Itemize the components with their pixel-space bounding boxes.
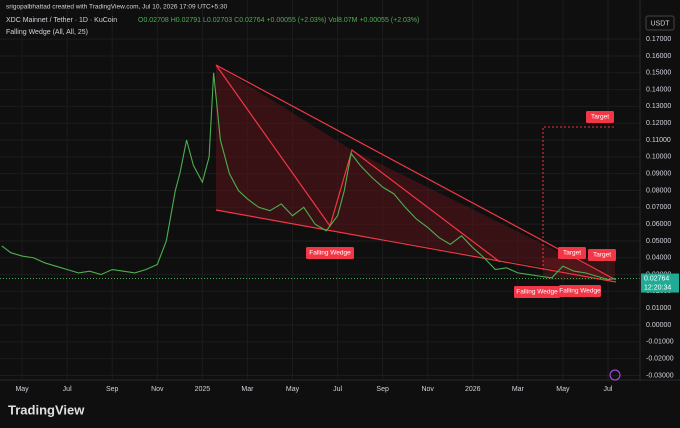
icon[interactable] [609, 369, 621, 381]
target-zone [543, 258, 615, 280]
logo: TradingView [8, 402, 85, 417]
author-line: srigopalbhattad created with TradingView… [6, 4, 228, 11]
annotation-box [588, 249, 616, 261]
y-tick-label: 0.13000 [646, 103, 671, 110]
annotation: Falling Wedge [309, 250, 351, 257]
annotation-box [586, 111, 614, 123]
annotation: Target [563, 250, 581, 257]
y-tick-label: 0.05000 [646, 238, 671, 245]
x-tick-label: Mar [241, 386, 254, 393]
y-tick-label: 0.04000 [646, 255, 671, 262]
y-tick-label: 0.12000 [646, 120, 671, 127]
annotation-box [306, 247, 354, 259]
wedge-drawing [215, 64, 617, 283]
price-line [1, 72, 615, 281]
y-tick-label: 0.00000 [646, 322, 671, 329]
x-tick-label: Jul [333, 386, 342, 393]
wedge-fill [216, 65, 616, 280]
annotation: Target [593, 252, 611, 259]
annotation-box [558, 247, 586, 259]
symbol: XDC Mainnet / Tether · 1D · KuCoin [6, 17, 117, 24]
y-tick-label: 0.09000 [646, 171, 671, 178]
x-tick-label: Mar [512, 386, 525, 393]
indicator: Falling Wedge (All, All, 25) [6, 29, 88, 36]
x-tick-label: Nov [421, 386, 434, 393]
annotation: Falling Wedge [516, 289, 558, 296]
y-tick-label: 0.01000 [646, 305, 671, 312]
annotation: Target [591, 114, 609, 121]
last-price-label: 0.02764 [644, 275, 669, 282]
annotation-box [559, 285, 601, 297]
x-tick-label: Jul [63, 386, 72, 393]
annotation-box [514, 286, 560, 298]
ohlc: O0.02708 H0.02791 L0.02703 C0.02764 +0.0… [138, 17, 419, 24]
wedge-lower [215, 209, 617, 283]
wedge-upper [215, 64, 617, 281]
x-tick-label: Sep [106, 386, 119, 393]
y-tick-label: 0.17000 [646, 36, 671, 43]
x-tick-label: May [286, 386, 300, 393]
y-tick-label: -0.01000 [646, 339, 674, 346]
x-tick-label: Nov [151, 386, 164, 393]
annotation: Falling Wedge [559, 288, 601, 295]
x-tick-label: Sep [376, 386, 389, 393]
y-tick-label: 0.08000 [646, 187, 671, 194]
wedge-legs [215, 64, 501, 263]
y-tick-label: 0.06000 [646, 221, 671, 228]
currency-box[interactable] [645, 15, 675, 31]
y-tick-label: 0.15000 [646, 70, 671, 77]
last-price-box [641, 273, 679, 293]
y-tick-label: -0.03000 [646, 372, 674, 379]
y-tick-label: 0.16000 [646, 53, 671, 60]
y-tick-label: 0.10000 [646, 154, 671, 161]
y-tick-label: 0.11000 [646, 137, 671, 144]
currency[interactable]: USDT [650, 20, 670, 27]
countdown: 12:20:34 [644, 284, 671, 291]
y-tick-label: 0.14000 [646, 86, 671, 93]
x-tick-label: May [556, 386, 570, 393]
y-tick-label: -0.02000 [646, 356, 674, 363]
y-tick-label: 0.07000 [646, 204, 671, 211]
x-tick-label: Jul [604, 386, 613, 393]
x-tick-label: 2026 [465, 386, 481, 393]
x-tick-label: 2025 [195, 386, 211, 393]
x-tick-label: May [15, 386, 29, 393]
